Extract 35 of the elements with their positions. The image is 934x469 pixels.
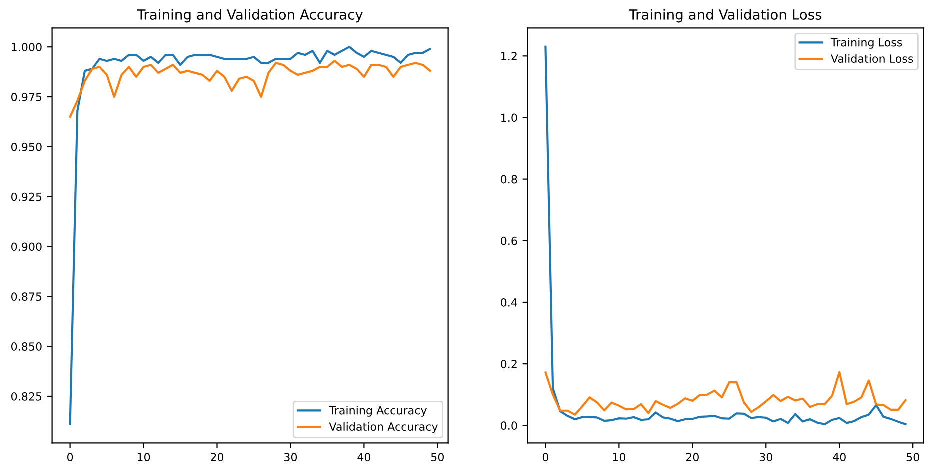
y-tick-label: 0.8 — [501, 175, 518, 184]
x-tick-label: 10 — [613, 453, 626, 462]
y-tick-label: 0.2 — [501, 360, 517, 368]
y-tick-label: 0.4 — [501, 298, 518, 307]
x-tick-label: 30 — [284, 453, 298, 462]
chart-title: Training and Validation Accuracy — [137, 9, 363, 23]
y-tick-label: 0.975 — [12, 92, 42, 102]
line-series — [544, 371, 907, 416]
x-tick-label: 50 — [906, 453, 920, 462]
x-tick-label: 20 — [686, 453, 699, 462]
legend-label: Training Loss — [830, 38, 902, 49]
x-tick-label: 0 — [68, 453, 74, 462]
y-tick-label: 0.825 — [12, 392, 42, 401]
legend-label: Validation Accuracy — [329, 422, 438, 434]
x-tick-label: 40 — [833, 453, 846, 462]
y-tick-label: 0.875 — [12, 292, 42, 302]
x-tick-label: 30 — [760, 453, 772, 462]
y-tick-label: 0.850 — [12, 342, 42, 351]
x-tick-label: 0 — [542, 453, 549, 462]
y-tick-label: 1.2 — [502, 52, 517, 60]
y-tick-label: 1.0 — [502, 114, 518, 122]
legend-label: Training Accuracy — [329, 406, 427, 417]
chart-title: Training and Validation Loss — [629, 9, 822, 23]
x-tick-label: 10 — [138, 453, 150, 462]
y-tick-label: 0.950 — [12, 142, 42, 152]
y-tick-label: 1.000 — [12, 43, 42, 52]
y-tick-label: 0.900 — [12, 242, 42, 252]
x-tick-label: 40 — [358, 453, 371, 462]
x-tick-label: 20 — [210, 453, 224, 462]
y-tick-label: 0.0 — [501, 422, 518, 430]
y-tick-label: 0.925 — [12, 192, 42, 202]
x-tick-label: 50 — [431, 453, 444, 462]
y-tick-label: 0.6 — [501, 236, 518, 246]
line-series — [69, 60, 432, 118]
legend-label: Validation Loss — [831, 54, 914, 64]
